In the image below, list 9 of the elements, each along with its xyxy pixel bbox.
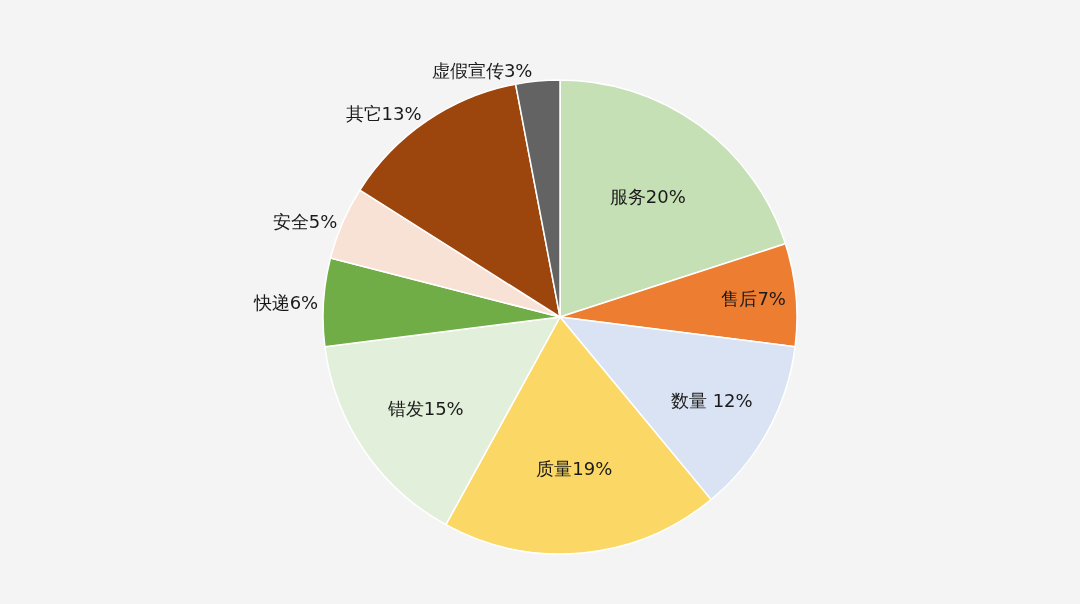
slice-label: 其它13% [345,103,422,125]
slice-label: 服务20% [609,185,686,207]
slice-label: 安全5% [272,210,338,232]
slice-label: 质量19% [536,457,613,479]
slice-label: 错发15% [386,398,464,420]
slice-label: 售后7% [721,288,786,310]
slice-label: 虚假宣传3% [431,60,533,82]
slice-label: 数量 12% [670,389,753,411]
slice-label: 快递6% [252,291,319,313]
